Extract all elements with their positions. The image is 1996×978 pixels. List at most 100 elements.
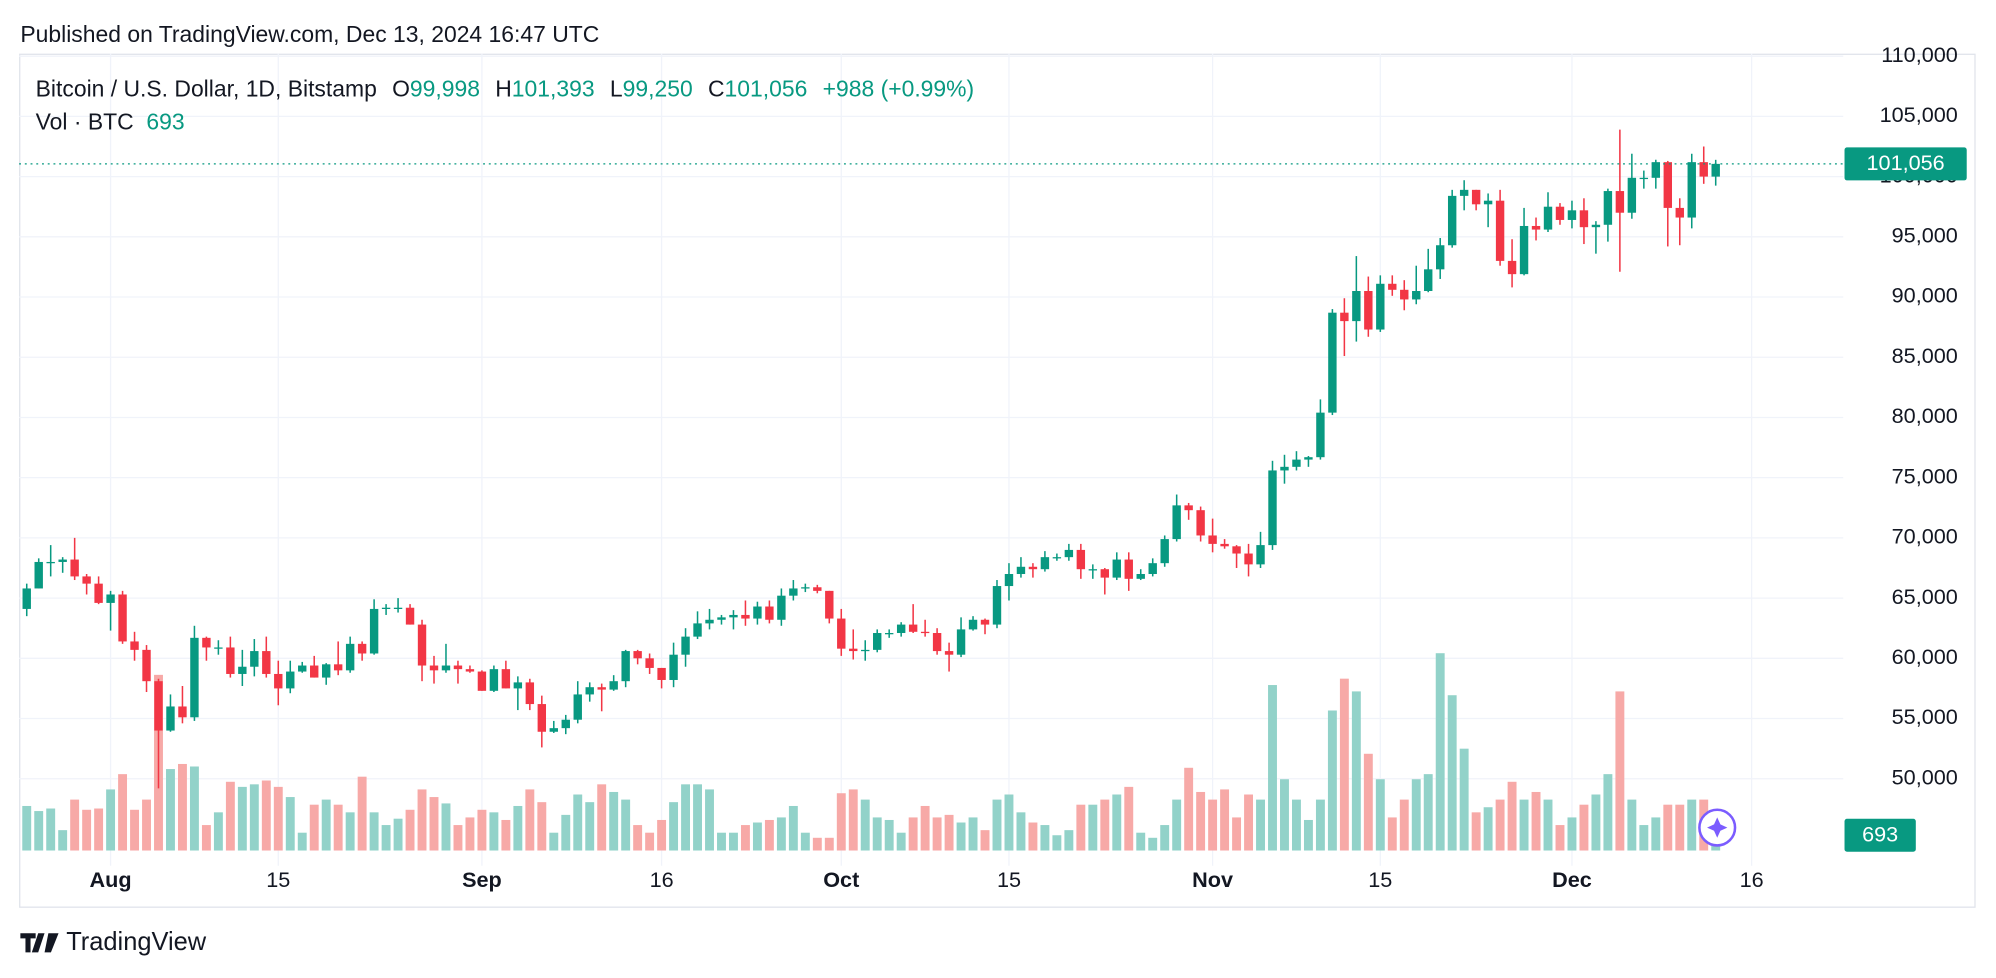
volume-bar <box>944 814 954 851</box>
candle-body <box>968 619 978 630</box>
candle-body <box>1531 225 1541 230</box>
volume-bar <box>908 817 918 851</box>
candle-body <box>1376 283 1385 330</box>
volume-bar <box>369 812 379 851</box>
candle-body <box>1591 224 1601 228</box>
candle-body <box>1304 457 1313 460</box>
volume-bar <box>309 804 319 851</box>
volume-bar <box>968 817 978 851</box>
candle-body <box>345 643 355 671</box>
volume-bar <box>1016 812 1026 851</box>
candle-body <box>1447 195 1457 246</box>
candle-body <box>681 636 690 655</box>
candle-body <box>645 658 654 668</box>
volume-bar <box>70 799 80 851</box>
volume-bar <box>1399 799 1409 851</box>
volume-bar <box>812 837 822 851</box>
volume-bar <box>1052 835 1062 851</box>
candle-body <box>729 614 738 618</box>
volume-bar <box>537 802 547 851</box>
volume-bar <box>1244 794 1253 851</box>
low: 99,250 <box>623 76 693 102</box>
candle-body <box>1495 200 1505 261</box>
candle-body <box>1256 545 1265 565</box>
volume-bar <box>22 805 32 851</box>
candle-body <box>1124 559 1133 579</box>
volume-bar <box>1172 799 1182 851</box>
volume-bar <box>1687 799 1697 851</box>
candle-body <box>849 648 858 652</box>
volume-bar <box>1208 799 1218 851</box>
volume-bar <box>776 817 786 851</box>
axes: 50,000 55,000 60,000 65,000 70,000 75,000 80,0… <box>90 42 1958 892</box>
candle-body <box>537 704 547 732</box>
volume-bar <box>1064 830 1074 851</box>
volume-bar <box>82 809 92 851</box>
x-tick-label: 16 <box>1740 867 1764 892</box>
candle-body <box>1615 191 1625 213</box>
candle-body <box>1244 553 1253 565</box>
volume-bar <box>333 804 343 851</box>
candle-body <box>1603 191 1613 225</box>
candle-body <box>980 619 990 625</box>
candle-body <box>1519 225 1529 275</box>
candle-body <box>441 665 451 671</box>
candle-body <box>693 623 702 637</box>
volume-bar <box>1615 691 1625 851</box>
candle-body <box>1112 559 1121 578</box>
candle-body <box>932 633 942 652</box>
candle-body <box>250 651 259 667</box>
candle-body <box>1579 210 1589 228</box>
candle-body <box>405 607 415 625</box>
x-tick-label: Aug <box>90 867 132 892</box>
candle-body <box>429 665 439 671</box>
vol-box-label: 693 <box>1862 822 1898 847</box>
y-tick-label: 110,000 <box>1881 42 1958 67</box>
volume-bar <box>920 805 930 851</box>
candle-body <box>1663 162 1672 208</box>
volume-bar <box>453 825 463 851</box>
volume-bar <box>597 784 607 851</box>
volume-bar <box>1675 804 1685 851</box>
candle-body <box>884 633 894 635</box>
candle-body <box>453 665 463 670</box>
candle-body <box>1136 574 1145 579</box>
brand-logo <box>20 933 59 953</box>
candle-body <box>801 587 810 589</box>
candle-body <box>992 586 1002 625</box>
candle-body <box>1340 312 1349 322</box>
volume-bar <box>489 812 499 851</box>
candle-body <box>1555 206 1565 220</box>
volume-bar <box>1459 748 1469 851</box>
candle-body <box>1651 162 1661 178</box>
volume-bar <box>1028 822 1038 851</box>
volume-bar <box>1040 825 1050 851</box>
volume-bar <box>1351 691 1361 851</box>
volume-bar <box>225 781 235 851</box>
volume-bar <box>1639 825 1649 851</box>
volume-bar <box>573 794 583 851</box>
candle-body <box>1280 466 1289 471</box>
volume-bar <box>848 789 858 851</box>
frame <box>19 53 1976 908</box>
volume-bar <box>1268 685 1277 851</box>
candle-body <box>1172 505 1181 540</box>
volume <box>22 653 1721 851</box>
volume-bar <box>1339 678 1349 851</box>
y-tick-label: 105,000 <box>1880 102 1958 127</box>
candle-body <box>501 669 511 689</box>
candle-body <box>873 633 882 650</box>
volume-bar <box>1579 804 1589 851</box>
candle-body <box>717 617 726 620</box>
candle-body <box>381 607 391 609</box>
volume-bar <box>860 799 870 851</box>
volume-bar <box>1435 653 1445 851</box>
volume-bar <box>1112 794 1122 851</box>
volume-bar <box>561 814 571 851</box>
volume-bar <box>34 811 44 851</box>
candle-body <box>357 643 367 654</box>
candle-body <box>417 624 427 666</box>
candle-body <box>1567 210 1577 220</box>
candle-body <box>896 624 906 634</box>
